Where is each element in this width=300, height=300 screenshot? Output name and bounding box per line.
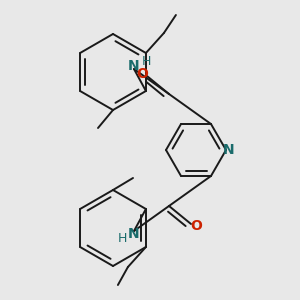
- Text: O: O: [136, 67, 148, 81]
- Text: O: O: [190, 219, 202, 233]
- Text: H: H: [141, 55, 151, 68]
- Text: N: N: [223, 143, 235, 157]
- Text: N: N: [128, 59, 140, 73]
- Text: H: H: [117, 232, 127, 245]
- Text: N: N: [128, 227, 140, 241]
